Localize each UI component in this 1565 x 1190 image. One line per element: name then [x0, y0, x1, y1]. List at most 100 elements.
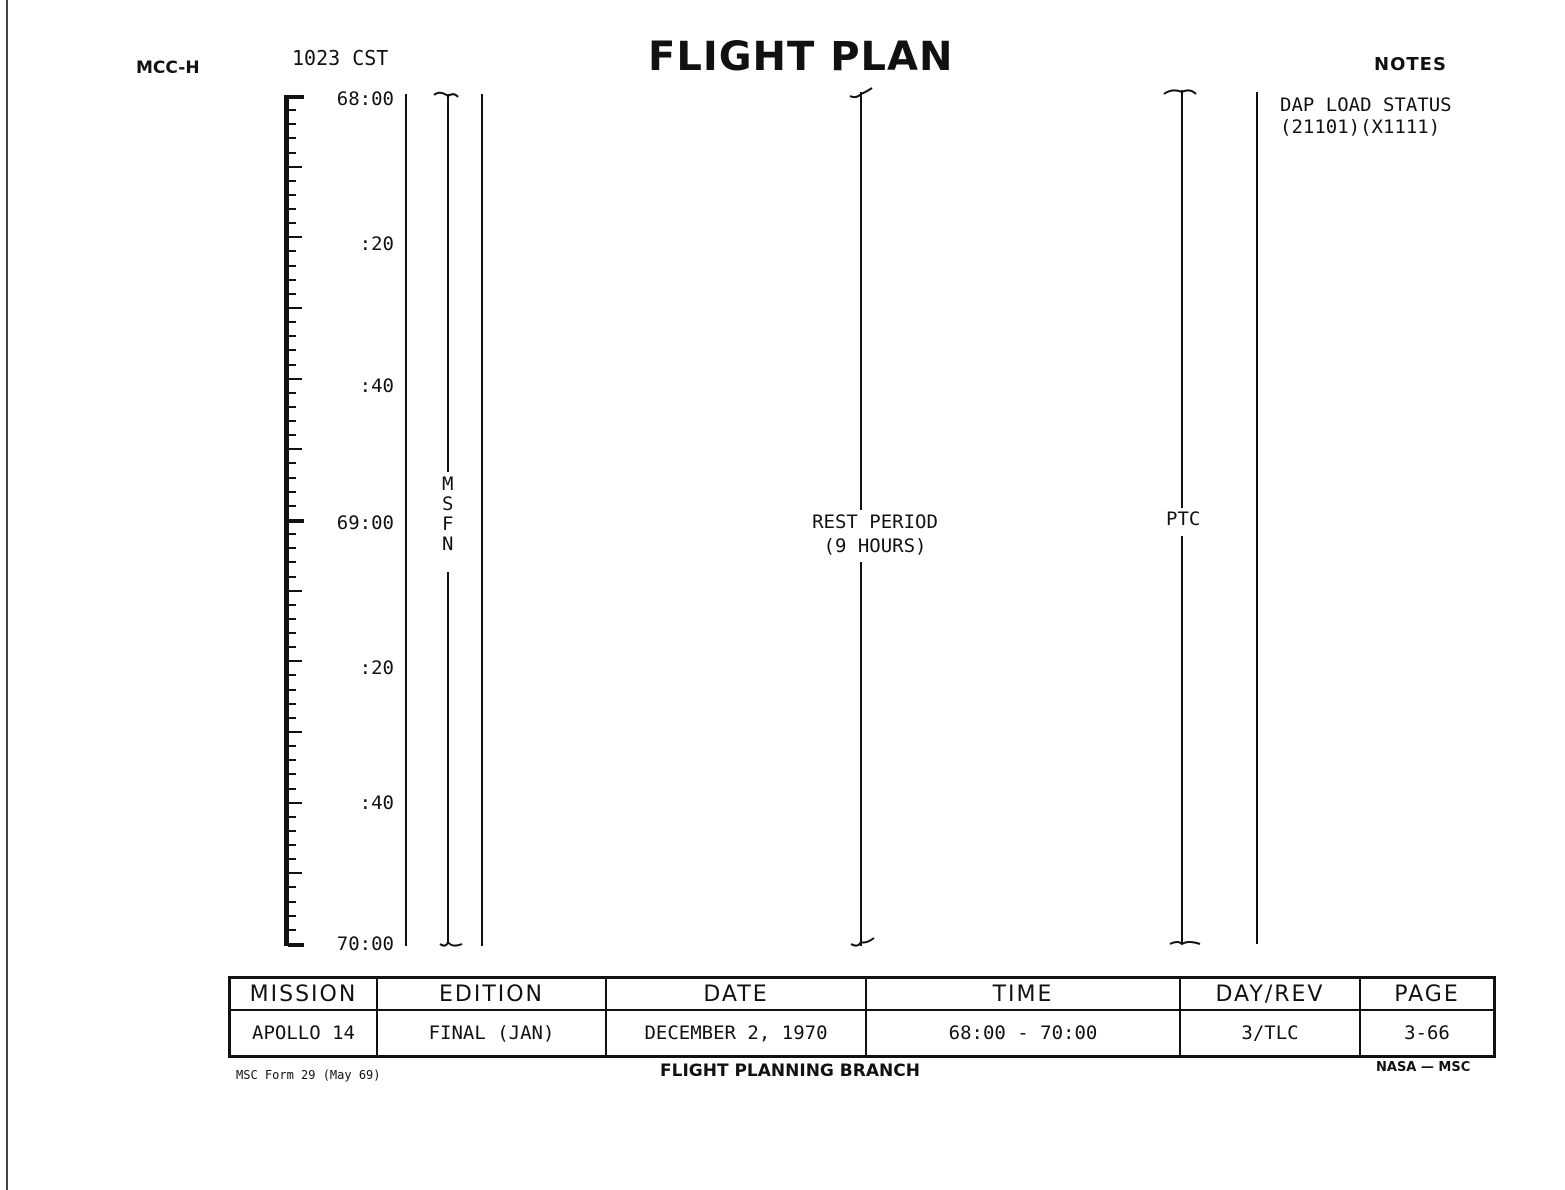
minor-tick: [288, 151, 296, 154]
minor-tick: [288, 278, 296, 281]
header-time: TIME: [865, 976, 1181, 1011]
major-tick: [288, 307, 302, 309]
major-tick: [288, 660, 302, 663]
minor-tick: [288, 533, 296, 536]
msfn-letter: F: [442, 513, 454, 535]
minor-tick: [288, 434, 296, 437]
value-mission: APOLLO 14: [228, 1009, 378, 1058]
header-mission: MISSION: [228, 976, 378, 1011]
value-time: 68:00 - 70:00: [865, 1009, 1181, 1058]
header-page: PAGE: [1359, 976, 1496, 1011]
time-label-68-40: :40: [359, 375, 394, 397]
rest-period-bracket-bottom: [860, 562, 862, 946]
ptc-label: PTC: [1166, 508, 1201, 530]
rest-period-label: REST PERIOD (9 HOURS): [790, 510, 960, 558]
header-edition: EDITION: [376, 976, 607, 1011]
major-tick: [288, 519, 304, 523]
major-tick: [288, 801, 302, 804]
minor-tick: [288, 646, 296, 649]
minor-tick: [288, 928, 296, 931]
dap-load-values: (21101)(X1111): [1280, 116, 1441, 138]
minor-tick: [288, 815, 296, 818]
minor-tick: [288, 123, 296, 126]
msfn-bracket-top: [447, 94, 449, 472]
minor-tick: [288, 674, 296, 677]
minor-tick: [288, 773, 296, 776]
major-tick: [288, 943, 304, 947]
minor-tick: [288, 335, 296, 338]
page-title: FLIGHT PLAN: [648, 34, 954, 80]
branch-label: FLIGHT PLANNING BRANCH: [660, 1061, 920, 1081]
major-tick: [288, 872, 302, 875]
notes-label: NOTES: [1374, 54, 1447, 75]
minor-tick: [288, 250, 296, 253]
msfn-label: M S F N: [442, 474, 453, 554]
value-day-rev: 3/TLC: [1179, 1009, 1361, 1058]
time-label-69-00: 69:00: [336, 512, 394, 534]
mcc-h-label: MCC-H: [136, 58, 200, 78]
ptc-bracket-top: [1181, 90, 1183, 508]
minor-tick: [288, 575, 296, 578]
minor-tick: [288, 759, 296, 762]
minor-tick: [288, 900, 296, 903]
column-divider: [1256, 92, 1258, 944]
rest-curl-top: [849, 87, 873, 99]
column-divider: [405, 94, 407, 946]
minor-tick: [288, 137, 296, 140]
major-tick: [288, 165, 302, 168]
agency-label: NASA — MSC: [1376, 1060, 1471, 1075]
header-date: DATE: [605, 976, 867, 1011]
minor-tick: [288, 844, 296, 847]
value-page: 3-66: [1359, 1009, 1496, 1058]
msfn-bracket-bottom: [447, 572, 449, 944]
rest-period-duration: (9 HOURS): [823, 535, 927, 557]
minor-tick: [288, 109, 296, 112]
minor-tick: [288, 349, 296, 352]
msfn-letter: S: [442, 493, 454, 515]
time-scale-axis: [284, 95, 289, 946]
ptc-curl-top: [1163, 89, 1197, 95]
minor-tick: [288, 858, 296, 861]
major-tick: [288, 589, 302, 592]
minor-tick: [288, 222, 296, 225]
rest-period-text: REST PERIOD: [812, 511, 938, 533]
time-label-68-00: 68:00: [336, 88, 394, 110]
footer-table-values: APOLLO 14 FINAL (JAN) DECEMBER 2, 1970 6…: [228, 1009, 1496, 1058]
minor-tick: [288, 716, 296, 719]
minor-tick: [288, 829, 296, 832]
cst-time: 1023 CST: [292, 46, 389, 70]
notes-block: DAP LOAD STATUS (21101)(X1111): [1280, 94, 1452, 138]
value-edition: FINAL (JAN): [376, 1009, 607, 1058]
msfn-letter: N: [442, 533, 454, 555]
minor-tick: [288, 391, 296, 394]
header-day-rev: DAY/REV: [1179, 976, 1361, 1011]
minor-tick: [288, 632, 296, 635]
major-tick: [288, 731, 302, 733]
msfn-curl-bottom: [439, 939, 463, 947]
minor-tick: [288, 179, 296, 182]
minor-tick: [288, 688, 296, 691]
minor-tick: [288, 193, 296, 196]
ptc-curl-bottom: [1169, 941, 1201, 946]
minor-tick: [288, 603, 296, 606]
ptc-bracket-bottom: [1181, 536, 1183, 944]
major-tick: [288, 377, 302, 380]
msfn-curl-top: [433, 91, 459, 98]
minor-tick: [288, 745, 296, 748]
rest-curl-bottom: [850, 937, 875, 947]
minor-tick: [288, 561, 296, 564]
minor-tick: [288, 547, 296, 550]
minor-tick: [288, 914, 296, 917]
minor-tick: [288, 321, 296, 324]
minor-tick: [288, 405, 296, 408]
minor-tick: [288, 208, 296, 211]
major-tick: [288, 95, 304, 99]
minor-tick: [288, 617, 296, 620]
minor-tick: [288, 462, 296, 465]
minor-tick: [288, 264, 296, 267]
footer-table: MISSION EDITION DATE TIME DAY/REV PAGE A…: [228, 976, 1496, 1058]
minor-tick: [288, 886, 296, 889]
minor-tick: [288, 363, 296, 366]
dap-load-status: DAP LOAD STATUS: [1280, 94, 1452, 116]
